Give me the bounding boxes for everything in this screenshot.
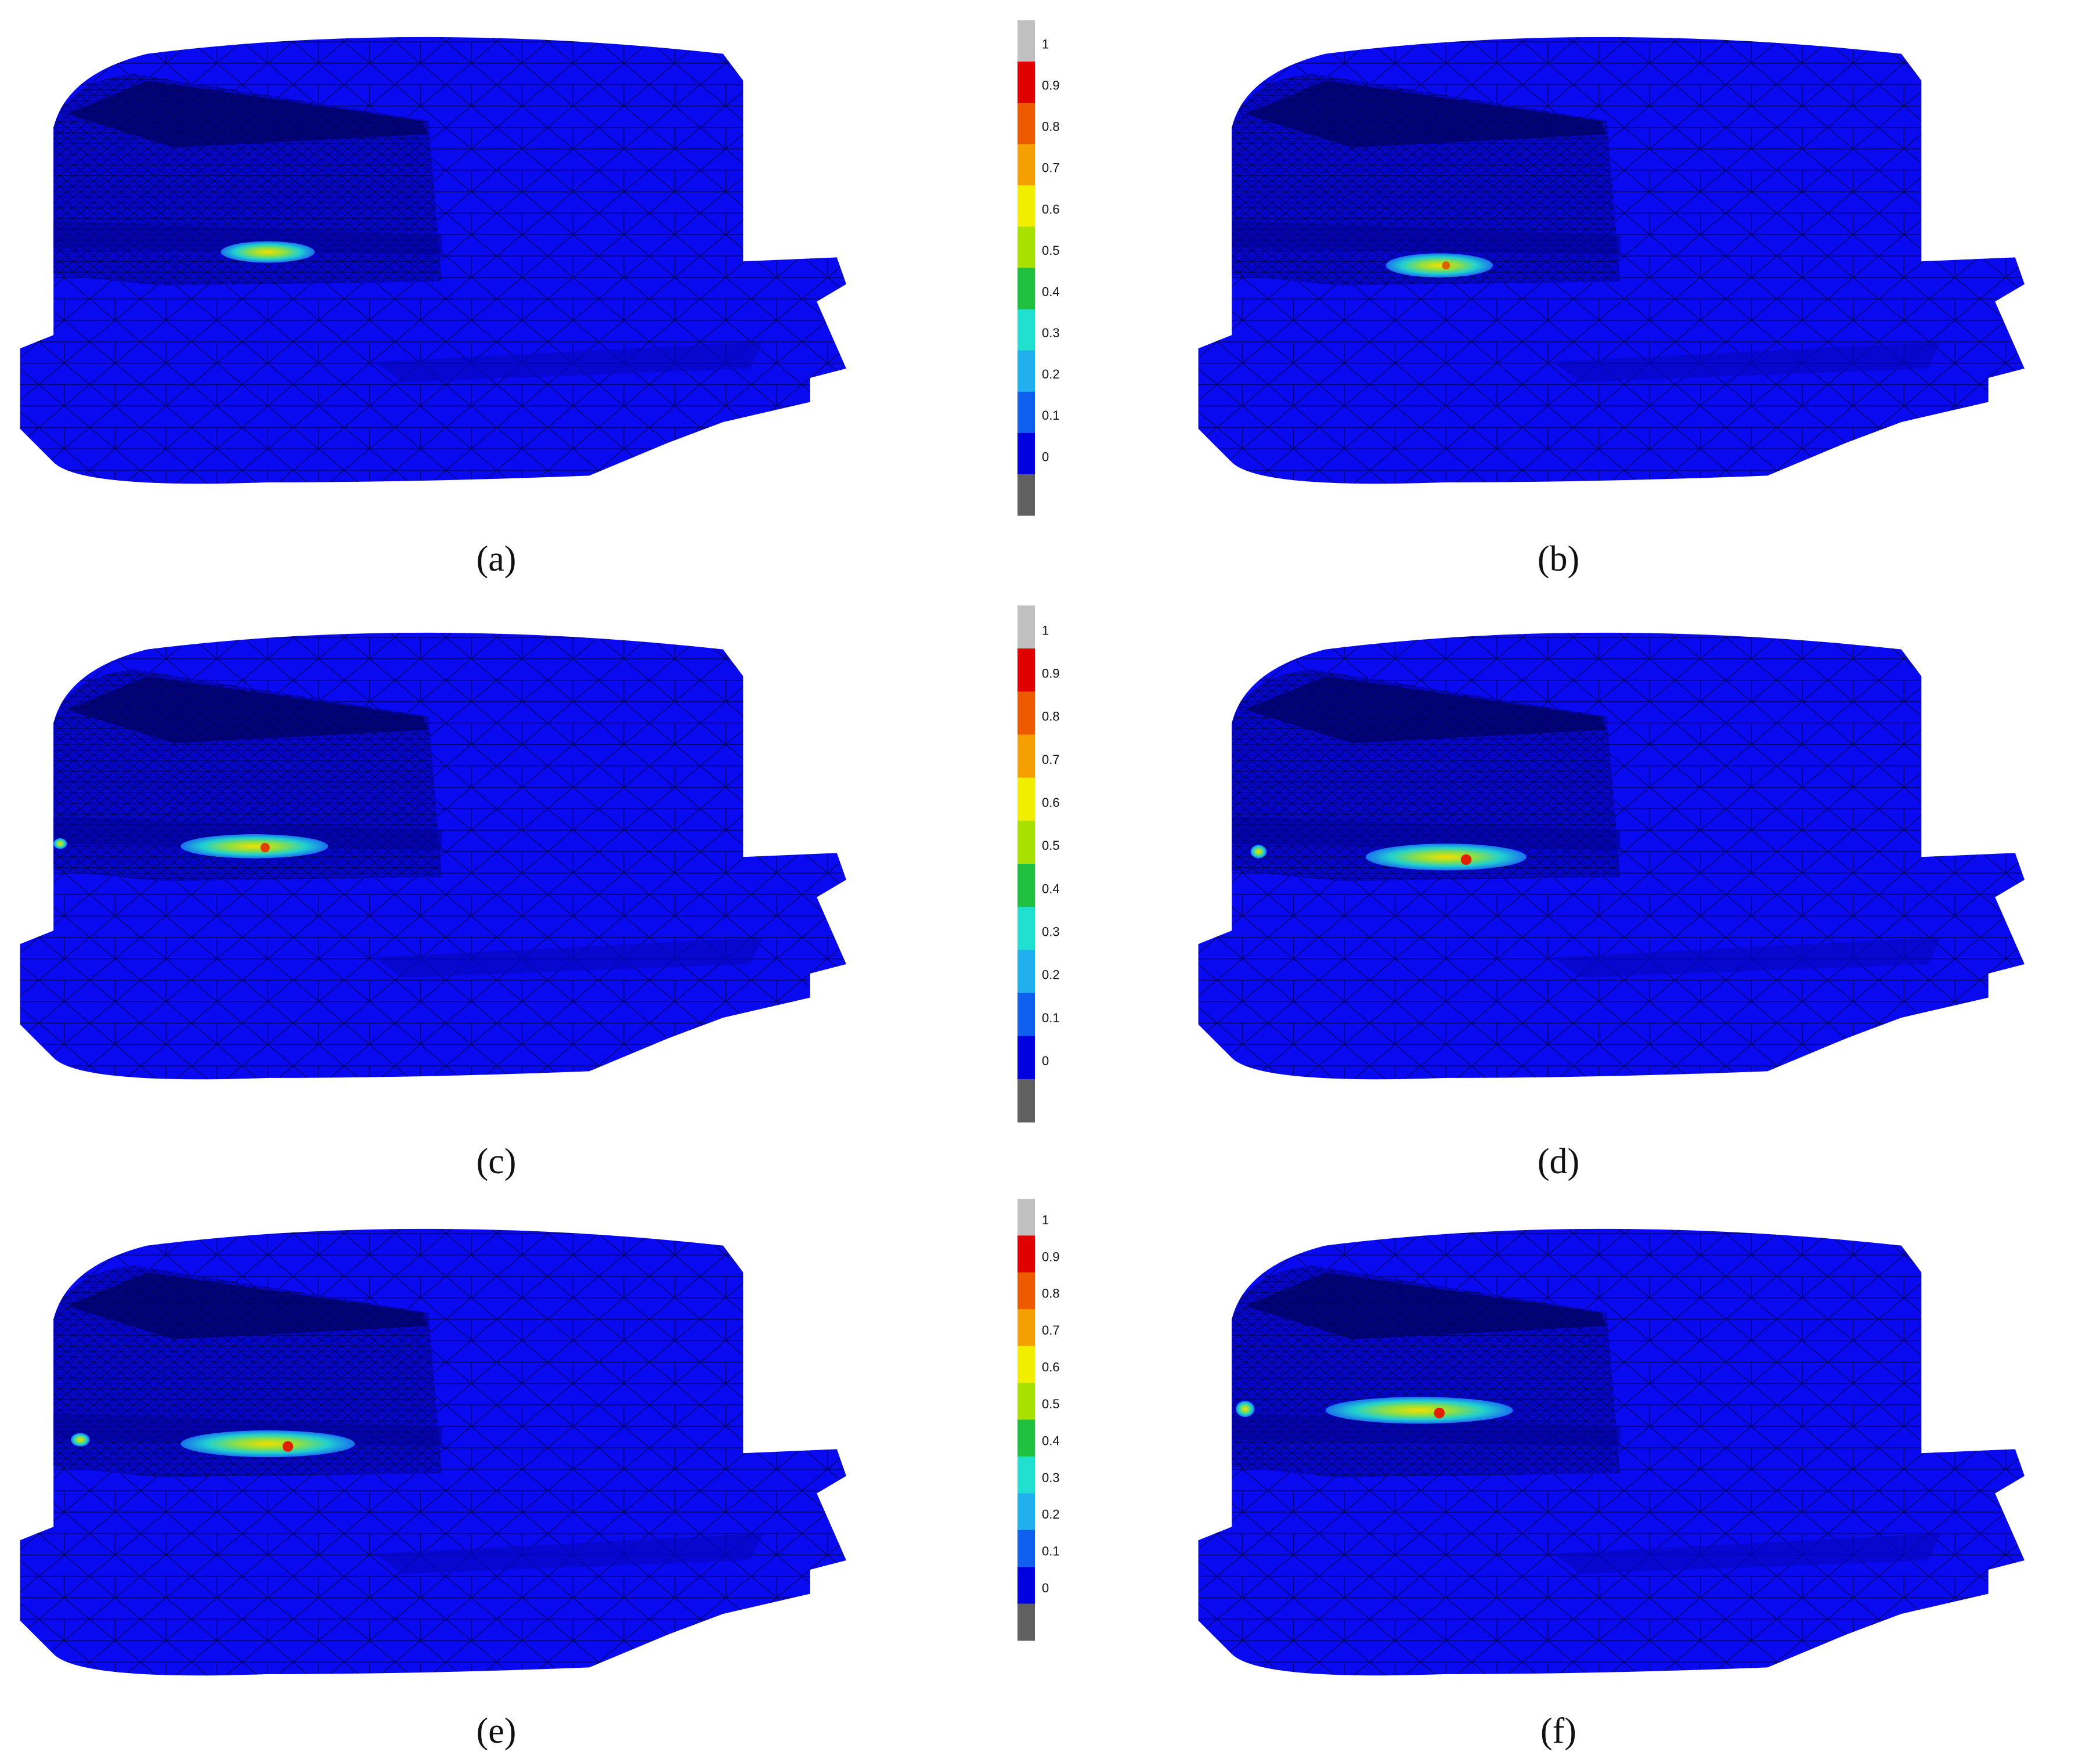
colorbar-tick-label: 0.4 xyxy=(1042,881,1060,896)
colorbar-tick-label: 0.7 xyxy=(1042,752,1060,767)
colorbar-cell xyxy=(1017,391,1035,434)
mesh-panel xyxy=(20,37,846,484)
colorbar-cell xyxy=(1017,1309,1035,1347)
colorbar-tick-label: 0.9 xyxy=(1042,1249,1060,1264)
colorbar-tick-label: 0.2 xyxy=(1042,367,1060,381)
colorbar-cell xyxy=(1017,1603,1035,1641)
colorbar-tick-label: 0.1 xyxy=(1042,408,1060,423)
colorbar-tick-label: 0 xyxy=(1042,1581,1049,1595)
colorbar-tick-label: 0.6 xyxy=(1042,202,1060,217)
colorbar-tick-label: 1 xyxy=(1042,37,1049,51)
colorbar-cell xyxy=(1017,777,1035,821)
colorbar-cell xyxy=(1017,62,1035,103)
colorbar-tick-label: 0.8 xyxy=(1042,120,1060,134)
colorbar-tick-label: 0.4 xyxy=(1042,1433,1060,1448)
colorbar-tick-label: 1 xyxy=(1042,1213,1049,1227)
colorbar-cell xyxy=(1017,350,1035,392)
colorbar-cell xyxy=(1017,648,1035,692)
colorbar-tick-label: 0.6 xyxy=(1042,1360,1060,1375)
colorbar-tick-label: 0.2 xyxy=(1042,1507,1060,1522)
colorbar-cell xyxy=(1017,20,1035,62)
panel-label: (d) xyxy=(1538,1142,1579,1181)
mesh-panel xyxy=(1198,37,2025,484)
colorbar-cell xyxy=(1017,1493,1035,1531)
colorbar-tick-label: 0.6 xyxy=(1042,795,1060,810)
colorbar-cell xyxy=(1017,993,1035,1037)
colorbar-cell xyxy=(1017,103,1035,145)
colorbar-cell xyxy=(1017,432,1035,475)
colorbar-tick-label: 0.9 xyxy=(1042,666,1060,680)
colorbar-tick-label: 0.5 xyxy=(1042,243,1060,258)
colorbar-tick-label: 0 xyxy=(1042,1054,1049,1068)
colorbar-cell xyxy=(1017,309,1035,351)
colorbar-cell xyxy=(1017,1235,1035,1273)
colorbar-tick-label: 0.3 xyxy=(1042,1470,1060,1485)
panel-label: (c) xyxy=(477,1142,517,1181)
colorbar-tick-label: 0.7 xyxy=(1042,1323,1060,1337)
colorbar-cell xyxy=(1017,1036,1035,1080)
colorbar-cell xyxy=(1017,185,1035,227)
colorbar-cell xyxy=(1017,907,1035,950)
colorbar-cell xyxy=(1017,864,1035,907)
mesh-panel xyxy=(1198,632,2025,1080)
colorbar-tick-label: 0.8 xyxy=(1042,1286,1060,1301)
colorbar-cell xyxy=(1017,1346,1035,1383)
colorbar-cell xyxy=(1017,691,1035,735)
colorbar-cell xyxy=(1017,1383,1035,1420)
colorbar-tick-label: 0.5 xyxy=(1042,1397,1060,1411)
colorbar-cell xyxy=(1017,950,1035,993)
panel-label: (e) xyxy=(477,1711,517,1751)
colorbar-cell xyxy=(1017,605,1035,649)
colorbar-tick-label: 0 xyxy=(1042,449,1049,464)
panel-label: (a) xyxy=(477,539,517,579)
colorbar-tick-label: 0.4 xyxy=(1042,284,1060,299)
colorbar-cell xyxy=(1017,1199,1035,1236)
colorbar-tick-label: 0.2 xyxy=(1042,968,1060,982)
colorbar-cell xyxy=(1017,820,1035,864)
mesh-panel xyxy=(20,1228,846,1676)
mesh-panel xyxy=(20,632,846,1080)
colorbar-tick-label: 0.8 xyxy=(1042,709,1060,724)
colorbar-tick-label: 0.9 xyxy=(1042,78,1060,93)
colorbar-tick-label: 0.5 xyxy=(1042,838,1060,853)
colorbar-cell xyxy=(1017,144,1035,186)
colorbar-cell xyxy=(1017,1272,1035,1310)
colorbar-cell xyxy=(1017,268,1035,310)
colorbar-tick-label: 0.1 xyxy=(1042,1544,1060,1559)
colorbar-cell xyxy=(1017,734,1035,778)
colorbar-cell xyxy=(1017,474,1035,516)
colorbar-cell xyxy=(1017,1567,1035,1605)
colorbar-cell xyxy=(1017,1079,1035,1123)
colorbar-tick-label: 1 xyxy=(1042,623,1049,637)
colorbar-cell xyxy=(1017,1456,1035,1494)
colorbar-tick-label: 0.1 xyxy=(1042,1011,1060,1025)
panel-label: (f) xyxy=(1540,1711,1576,1751)
colorbar-tick-label: 0.3 xyxy=(1042,924,1060,939)
panel-label: (b) xyxy=(1538,539,1579,579)
colorbar-tick-label: 0.7 xyxy=(1042,161,1060,175)
colorbar-cell xyxy=(1017,1530,1035,1567)
colorbar-tick-label: 0.3 xyxy=(1042,326,1060,340)
colorbar-cell xyxy=(1017,1419,1035,1457)
mesh-panel xyxy=(1198,1228,2025,1676)
colorbar-cell xyxy=(1017,226,1035,268)
